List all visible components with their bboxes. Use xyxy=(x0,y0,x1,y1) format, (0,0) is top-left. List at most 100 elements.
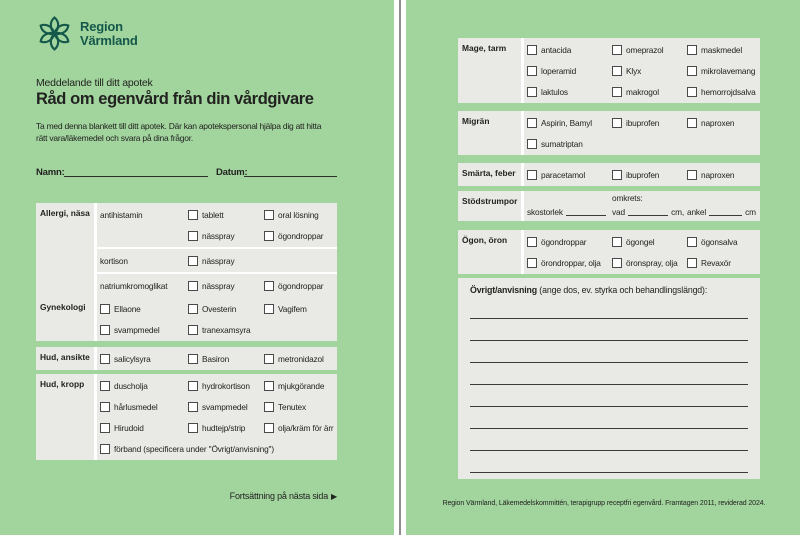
checkbox[interactable] xyxy=(687,169,697,180)
checkbox[interactable] xyxy=(612,44,622,55)
checkbox[interactable] xyxy=(612,236,622,247)
checkbox[interactable] xyxy=(527,257,537,268)
checkbox[interactable] xyxy=(188,401,198,412)
checkbox-label: Ellaone xyxy=(114,303,141,314)
ankel-line[interactable] xyxy=(709,208,743,216)
page-divider-line xyxy=(399,0,401,535)
category-label: Smärta, feber xyxy=(458,163,521,186)
logo-line2: Värmland xyxy=(80,32,138,48)
checkbox[interactable] xyxy=(188,324,198,335)
ovrigt-subtitle: (ange dos, ev. styrka och behandlingslän… xyxy=(537,285,708,295)
checkbox[interactable] xyxy=(188,209,198,220)
row-gynekologi: Ellaone Ovesterin Vagifem svampmedel tra… xyxy=(97,297,337,341)
checkbox-label: paracetamol xyxy=(541,169,586,180)
checkbox[interactable] xyxy=(687,44,697,55)
checkbox[interactable] xyxy=(264,353,274,364)
checkbox[interactable] xyxy=(612,65,622,76)
checkbox[interactable] xyxy=(188,255,198,266)
name-field-line[interactable] xyxy=(64,176,208,177)
checkbox[interactable] xyxy=(687,117,697,128)
checkbox-label: örondroppar, olja xyxy=(541,257,601,268)
checkbox-label: salicylsyra xyxy=(114,353,151,364)
write-line[interactable] xyxy=(470,429,748,451)
checkbox[interactable] xyxy=(188,303,198,314)
checkbox[interactable] xyxy=(527,236,537,247)
date-label: Datum: xyxy=(216,167,248,178)
section-smarta-feber: Smärta, feber paracetamol ibuprofen napr… xyxy=(458,163,760,186)
write-line[interactable] xyxy=(470,341,748,363)
checkbox[interactable] xyxy=(687,65,697,76)
vad-field: vad cm, xyxy=(609,207,684,217)
checkbox-item: hydrokortison xyxy=(185,380,261,391)
checkbox-item: ögondroppar xyxy=(524,236,609,247)
checkbox[interactable] xyxy=(264,303,274,314)
checkbox[interactable] xyxy=(527,138,537,149)
checkbox-label: omeprazol xyxy=(626,44,664,55)
checkbox[interactable] xyxy=(264,209,274,220)
checkbox[interactable] xyxy=(612,257,622,268)
checkbox[interactable] xyxy=(100,380,110,391)
checkbox[interactable] xyxy=(527,65,537,76)
checkbox-item: hårlusmedel xyxy=(97,401,185,412)
write-line[interactable] xyxy=(470,297,748,319)
checkbox[interactable] xyxy=(100,443,110,454)
checkbox[interactable] xyxy=(188,422,198,433)
checkbox[interactable] xyxy=(188,230,198,241)
row-mage-tarm: antacida omeprazol maskmedel loperamid K… xyxy=(524,38,760,103)
section-gynekologi: Gynekologi Ellaone Ovesterin Vagifem sva… xyxy=(36,297,337,341)
date-field-line[interactable] xyxy=(244,176,337,177)
checkbox[interactable] xyxy=(100,422,110,433)
checkbox[interactable] xyxy=(188,353,198,364)
write-line[interactable] xyxy=(470,385,748,407)
checkbox-label: Hirudoid xyxy=(114,422,144,433)
checkbox[interactable] xyxy=(612,117,622,128)
checkbox[interactable] xyxy=(100,324,110,335)
checkbox[interactable] xyxy=(687,257,697,268)
checkbox-item: makrogol xyxy=(609,86,684,97)
row-stodstrumpor: omkrets: skostorlek vad cm, ankel cm xyxy=(524,191,760,221)
checkbox[interactable] xyxy=(527,86,537,97)
checkbox-item: mikrolavemang xyxy=(684,65,760,76)
checkbox-item: Ovesterin xyxy=(185,303,261,314)
checkbox-item: paracetamol xyxy=(524,169,609,180)
checkbox[interactable] xyxy=(100,353,110,364)
checkbox[interactable] xyxy=(264,280,274,291)
checkbox-label: duscholja xyxy=(114,380,148,391)
intro-line1: Ta med denna blankett till ditt apotek. … xyxy=(36,121,322,131)
checkbox-item: naproxen xyxy=(684,117,760,128)
checkbox[interactable] xyxy=(188,280,198,291)
write-line[interactable] xyxy=(470,407,748,429)
row-smarta-feber: paracetamol ibuprofen naproxen xyxy=(524,163,760,186)
section-ogon-oron: Ögon, öron ögondroppar ögongel ögonsalva… xyxy=(458,230,760,274)
category-label: Gynekologi xyxy=(36,297,94,341)
checkbox-item: antacida xyxy=(524,44,609,55)
checkbox[interactable] xyxy=(188,380,198,391)
checkbox-label: oral lösning xyxy=(278,209,319,220)
checkbox-label: hydrokortison xyxy=(202,380,250,391)
checkbox[interactable] xyxy=(687,86,697,97)
checkbox[interactable] xyxy=(264,380,274,391)
category-label: Hud, kropp xyxy=(36,374,94,460)
ankel-field: ankel cm xyxy=(684,207,760,217)
checkbox[interactable] xyxy=(527,169,537,180)
logo-line1: Region xyxy=(80,19,123,34)
checkbox[interactable] xyxy=(264,401,274,412)
row-migran: Aspirin, Bamyl ibuprofen naproxen sumatr… xyxy=(524,111,760,155)
vad-line[interactable] xyxy=(627,208,669,216)
checkbox-label: ibuprofen xyxy=(626,169,660,180)
skostorlek-line[interactable] xyxy=(565,208,606,216)
checkbox[interactable] xyxy=(612,169,622,180)
checkbox[interactable] xyxy=(687,236,697,247)
write-line[interactable] xyxy=(470,363,748,385)
checkbox[interactable] xyxy=(527,44,537,55)
write-line[interactable] xyxy=(470,451,748,473)
checkbox-item: mjukgörande xyxy=(261,380,337,391)
checkbox[interactable] xyxy=(612,86,622,97)
checkbox[interactable] xyxy=(264,230,274,241)
write-line[interactable] xyxy=(470,319,748,341)
checkbox[interactable] xyxy=(527,117,537,128)
checkbox[interactable] xyxy=(100,303,110,314)
checkbox[interactable] xyxy=(100,401,110,412)
checkbox-item: naproxen xyxy=(684,169,760,180)
checkbox[interactable] xyxy=(264,422,274,433)
